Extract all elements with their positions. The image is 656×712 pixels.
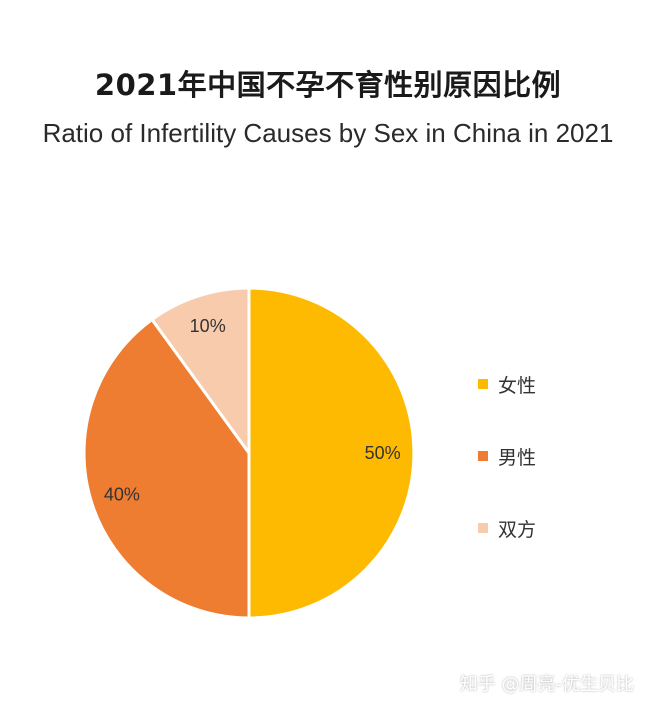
chart-legend: 女性 男性 双方 [478, 366, 536, 582]
pie-label-male: 40% [104, 484, 140, 504]
legend-swatch-both [478, 523, 488, 533]
pie-slice-female [247, 286, 416, 620]
pie-label-both: 10% [190, 316, 226, 336]
legend-label-female: 女性 [498, 374, 537, 397]
legend-item-both: 双方 [478, 510, 536, 546]
pie-slice-both [150, 286, 251, 455]
legend-label-male: 男性 [498, 446, 537, 469]
legend-swatch-female [478, 379, 488, 389]
chart-subtitle: Ratio of Infertility Causes by Sex in Ch… [42, 118, 614, 148]
watermark: 知乎 @周亮-优生贝比 [459, 674, 634, 695]
legend-item-male: 男性 [478, 438, 536, 474]
legend-item-female: 女性 [478, 366, 536, 402]
pie-label-female: 50% [365, 443, 401, 463]
legend-label-both: 双方 [498, 518, 537, 541]
pie-slice-male [82, 318, 251, 620]
legend-swatch-male [478, 451, 488, 461]
chart-title: 2021年中国不孕不育性别原因比例 [94, 68, 562, 102]
